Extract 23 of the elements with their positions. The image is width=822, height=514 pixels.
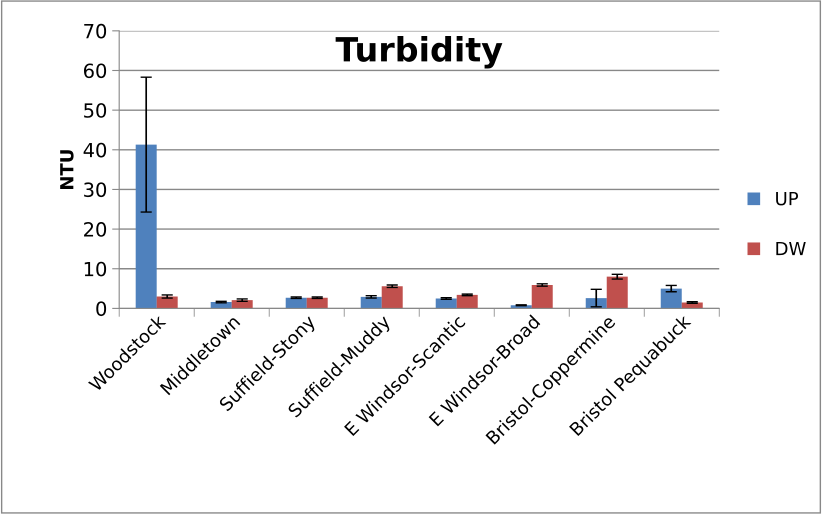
bar	[606, 276, 628, 308]
bar	[456, 294, 478, 308]
y-tick-label: 20	[84, 222, 106, 237]
bar	[382, 286, 403, 308]
legend-label: DW	[776, 242, 806, 256]
y-tick-label: 10	[84, 262, 106, 276]
bar	[136, 144, 157, 308]
bar	[360, 296, 382, 308]
y-tick-label: 40	[84, 142, 106, 158]
y-tick-label: 30	[84, 182, 106, 198]
legend-label: UP	[776, 192, 798, 206]
bar	[660, 288, 682, 308]
y-tick-label: 50	[84, 103, 106, 118]
y-tick-label: 70	[84, 24, 106, 39]
bar	[306, 298, 328, 308]
chart-title: Turbidity	[336, 36, 502, 69]
bar	[286, 298, 307, 308]
bar	[532, 285, 553, 308]
y-tick-label: 0	[96, 301, 106, 316]
bar	[436, 298, 457, 308]
bar	[156, 296, 178, 308]
y-tick-label: 60	[84, 63, 106, 78]
y-axis-title: NTU	[60, 150, 74, 190]
